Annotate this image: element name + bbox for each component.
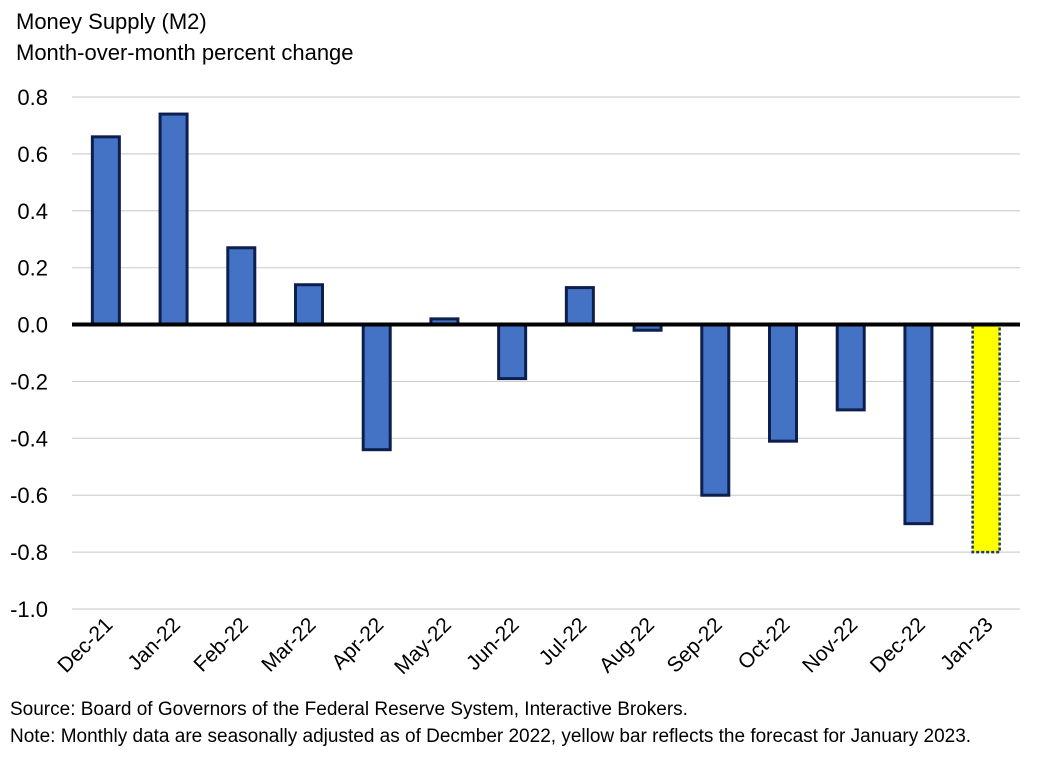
- chart-notes: Source: Board of Governors of the Federa…: [10, 696, 971, 750]
- footnote: Note: Monthly data are seasonally adjust…: [10, 726, 972, 747]
- x-category-label: Nov-22: [798, 613, 862, 677]
- x-category-label: Sep-22: [663, 613, 727, 677]
- source-note: Source: Board of Governors of the Federa…: [10, 699, 688, 720]
- y-tick-label: 0.4: [17, 199, 48, 224]
- forecast-bar-jan-23: [971, 323, 1001, 554]
- y-tick-label: 0.0: [17, 313, 48, 338]
- bar-nov-22: [835, 323, 866, 412]
- x-category-label: Dec-21: [53, 613, 117, 677]
- bar-sep-22: [700, 323, 731, 497]
- x-category-label: Jan-22: [123, 613, 185, 675]
- x-category-label: Jan-23: [936, 613, 998, 675]
- y-tick-label: 0.2: [17, 256, 48, 281]
- y-axis-tick-labels: 0.8 0.6 0.4 0.2 0.0 -0.2 -0.4 -0.6 -0.8 -1.0: [10, 85, 48, 622]
- x-category-label: Feb-22: [190, 613, 253, 676]
- chart-canvas: 0.8 0.6 0.4 0.2 0.0 -0.2 -0.4 -0.6 -0.8 -1.0 Dec-…: [10, 85, 1020, 679]
- bar-jan-22: [158, 112, 189, 327]
- bars: [90, 112, 1001, 554]
- x-category-label: Aug-22: [595, 613, 659, 677]
- x-category-label: Dec-22: [866, 613, 930, 677]
- chart-title: Money Supply (M2): [16, 9, 207, 34]
- x-category-label: May-22: [390, 613, 456, 679]
- x-axis-category-labels: Dec-21 Jan-22 Feb-22 Mar-22 Apr-22 May-22 Jun-…: [53, 613, 997, 679]
- bar-mar-22: [294, 283, 324, 327]
- x-category-label: Oct-22: [734, 613, 795, 674]
- y-tick-label: 0.6: [17, 142, 48, 167]
- chart-subtitle: Month-over-month percent change: [16, 40, 354, 65]
- x-category-label: Apr-22: [327, 613, 388, 674]
- bar-dec-21: [90, 135, 121, 327]
- chart-title-block: Money Supply (M2) Month-over-month perce…: [16, 6, 354, 68]
- x-category-label: Mar-22: [257, 613, 320, 676]
- y-tick-label: -0.6: [10, 483, 48, 508]
- y-tick-label: -0.4: [10, 426, 48, 451]
- x-category-label: Jun-22: [462, 613, 524, 675]
- bar-jul-22: [564, 286, 595, 327]
- bar-apr-22: [361, 323, 392, 452]
- bar-feb-22: [226, 246, 257, 327]
- gridlines: [72, 96, 1020, 610]
- y-tick-label: -1.0: [10, 597, 48, 622]
- x-category-label: Jul-22: [535, 613, 592, 670]
- y-tick-label: 0.8: [17, 85, 48, 110]
- y-tick-label: -0.2: [10, 369, 48, 394]
- bar-dec-22: [903, 323, 934, 526]
- bar-oct-22: [768, 323, 798, 443]
- bar-jun-22: [497, 323, 528, 381]
- y-tick-label: -0.8: [10, 540, 48, 565]
